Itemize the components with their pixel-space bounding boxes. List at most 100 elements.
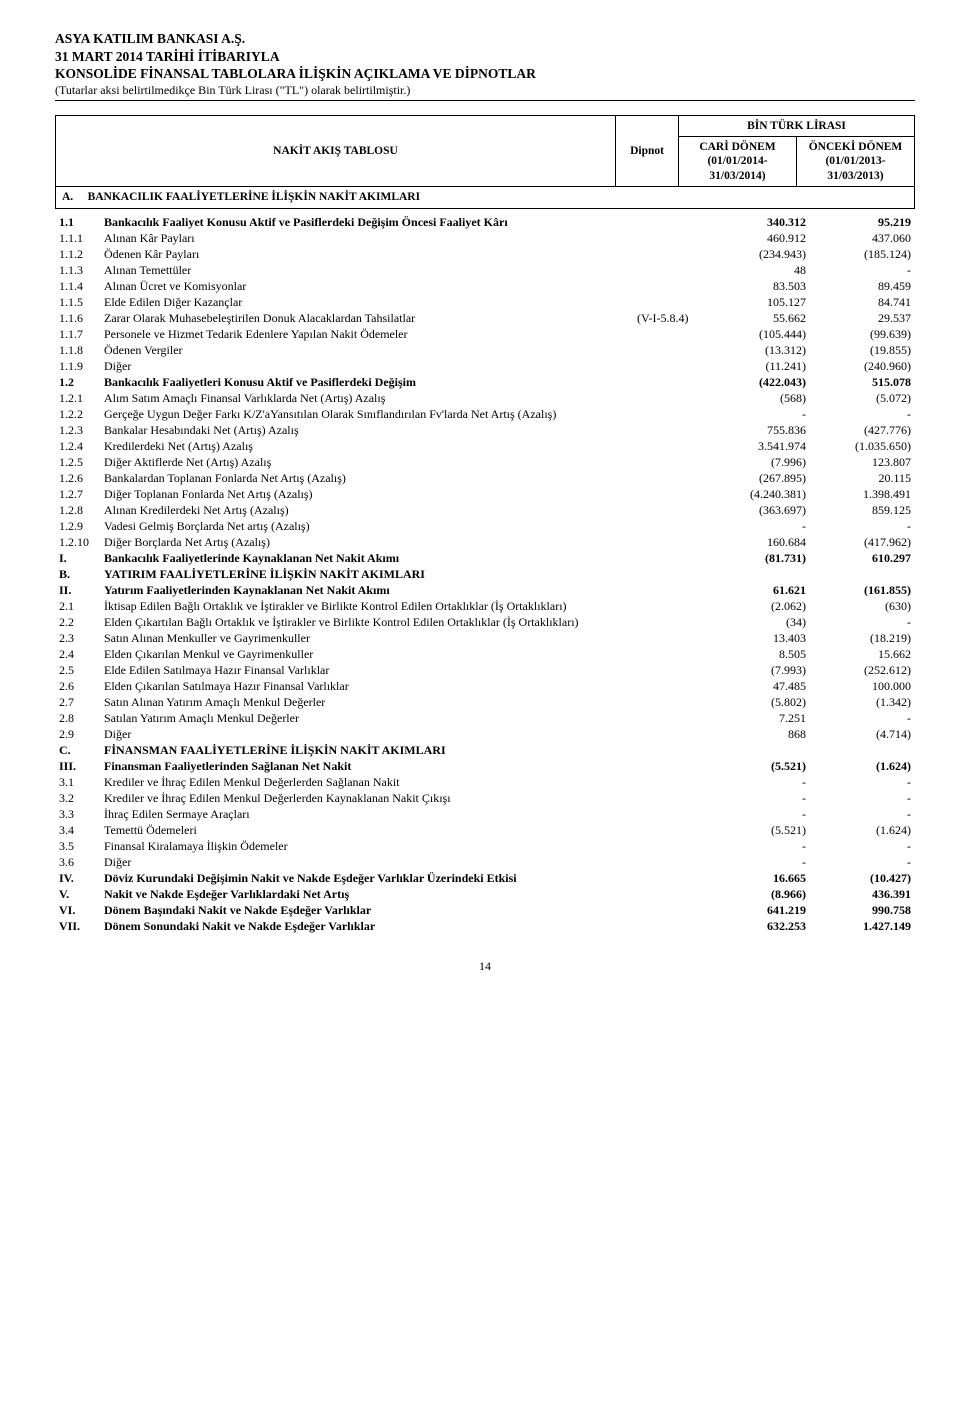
row-previous: (630) bbox=[810, 599, 915, 615]
row-desc: Elden Çıkarılan Menkul ve Gayrimenkuller bbox=[100, 647, 633, 663]
table-row: 1.2.7Diğer Toplanan Fonlarda Net Artış (… bbox=[55, 487, 915, 503]
row-previous: - bbox=[810, 407, 915, 423]
row-desc: Dönem Sonundaki Nakit ve Nakde Eşdeğer V… bbox=[100, 919, 633, 935]
row-current: 755.836 bbox=[705, 423, 810, 439]
table-row: 1.2.1Alım Satım Amaçlı Finansal Varlıkla… bbox=[55, 391, 915, 407]
row-code: 1.1.3 bbox=[55, 263, 100, 279]
table-row: V.Nakit ve Nakde Eşdeğer Varlıklardaki N… bbox=[55, 887, 915, 903]
row-dipnot bbox=[633, 439, 705, 455]
table-row: 1.1.8Ödenen Vergiler(13.312)(19.855) bbox=[55, 343, 915, 359]
current-period-header: CARİ DÖNEM (01/01/2014-31/03/2014) bbox=[699, 141, 775, 182]
table-row: 1.2Bankacılık Faaliyetleri Konusu Aktif … bbox=[55, 375, 915, 391]
row-code: 2.6 bbox=[55, 679, 100, 695]
row-desc: Krediler ve İhraç Edilen Menkul Değerler… bbox=[100, 791, 633, 807]
table-row: 1.1.4Alınan Ücret ve Komisyonlar83.50389… bbox=[55, 279, 915, 295]
row-dipnot bbox=[633, 375, 705, 391]
row-desc: Diğer bbox=[100, 359, 633, 375]
row-current bbox=[705, 567, 810, 583]
row-current: - bbox=[705, 519, 810, 535]
row-code: 2.4 bbox=[55, 647, 100, 663]
row-previous: (4.714) bbox=[810, 727, 915, 743]
row-dipnot bbox=[633, 919, 705, 935]
row-previous: (417.962) bbox=[810, 535, 915, 551]
row-current: 55.662 bbox=[705, 311, 810, 327]
row-code: 3.2 bbox=[55, 791, 100, 807]
row-code: B. bbox=[55, 567, 100, 583]
table-row: B.YATIRIM FAALİYETLERİNE İLİŞKİN NAKİT A… bbox=[55, 567, 915, 583]
table-row: 2.7Satın Alınan Yatırım Amaçlı Menkul De… bbox=[55, 695, 915, 711]
row-desc: Bankacılık Faaliyet Konusu Aktif ve Pasi… bbox=[100, 215, 633, 231]
row-previous: (19.855) bbox=[810, 343, 915, 359]
table-row: 1.1.2Ödenen Kâr Payları(234.943)(185.124… bbox=[55, 247, 915, 263]
row-current: (234.943) bbox=[705, 247, 810, 263]
row-current: - bbox=[705, 407, 810, 423]
row-previous: 515.078 bbox=[810, 375, 915, 391]
row-current: - bbox=[705, 855, 810, 871]
row-previous: 437.060 bbox=[810, 231, 915, 247]
table-row: 1.2.10Diğer Borçlarda Net Artış (Azalış)… bbox=[55, 535, 915, 551]
table-row: 1.1.3Alınan Temettüler48- bbox=[55, 263, 915, 279]
row-dipnot bbox=[633, 711, 705, 727]
table-row: 1.1Bankacılık Faaliyet Konusu Aktif ve P… bbox=[55, 215, 915, 231]
row-previous: (427.776) bbox=[810, 423, 915, 439]
row-previous: 436.391 bbox=[810, 887, 915, 903]
row-desc: Diğer Borçlarda Net Artış (Azalış) bbox=[100, 535, 633, 551]
row-current bbox=[705, 743, 810, 759]
row-current: 16.665 bbox=[705, 871, 810, 887]
row-current: 8.505 bbox=[705, 647, 810, 663]
row-previous: 84.741 bbox=[810, 295, 915, 311]
row-current: - bbox=[705, 775, 810, 791]
row-code: 1.2.6 bbox=[55, 471, 100, 487]
row-desc: Bankacılık Faaliyetlerinde Kaynaklanan N… bbox=[100, 551, 633, 567]
table-row: 1.1.7Personele ve Hizmet Tedarik Edenler… bbox=[55, 327, 915, 343]
row-desc: Diğer bbox=[100, 727, 633, 743]
row-previous: 15.662 bbox=[810, 647, 915, 663]
row-dipnot bbox=[633, 807, 705, 823]
row-desc: Elden Çıkarılan Satılmaya Hazır Finansal… bbox=[100, 679, 633, 695]
date-line: 31 MART 2014 TARİHİ İTİBARIYLA bbox=[55, 48, 915, 66]
row-desc: Bankalardan Toplanan Fonlarda Net Artış … bbox=[100, 471, 633, 487]
row-previous bbox=[810, 567, 915, 583]
row-current: - bbox=[705, 807, 810, 823]
row-current: (5.802) bbox=[705, 695, 810, 711]
row-current: (81.731) bbox=[705, 551, 810, 567]
row-current: - bbox=[705, 791, 810, 807]
row-code: IV. bbox=[55, 871, 100, 887]
row-desc: Yatırım Faaliyetlerinden Kaynaklanan Net… bbox=[100, 583, 633, 599]
row-current: (568) bbox=[705, 391, 810, 407]
table-row: IV.Döviz Kurundaki Değişimin Nakit ve Na… bbox=[55, 871, 915, 887]
row-current: 460.912 bbox=[705, 231, 810, 247]
row-current: (2.062) bbox=[705, 599, 810, 615]
row-dipnot bbox=[633, 775, 705, 791]
row-previous: - bbox=[810, 791, 915, 807]
table-row: 2.4Elden Çıkarılan Menkul ve Gayrimenkul… bbox=[55, 647, 915, 663]
row-desc: Satılan Yatırım Amaçlı Menkul Değerler bbox=[100, 711, 633, 727]
row-code: 1.1.9 bbox=[55, 359, 100, 375]
row-previous: - bbox=[810, 839, 915, 855]
table-row: 2.5Elde Edilen Satılmaya Hazır Finansal … bbox=[55, 663, 915, 679]
row-previous: - bbox=[810, 519, 915, 535]
row-current: - bbox=[705, 839, 810, 855]
row-previous: - bbox=[810, 263, 915, 279]
row-previous: - bbox=[810, 615, 915, 631]
table-row: I.Bankacılık Faaliyetlerinde Kaynaklanan… bbox=[55, 551, 915, 567]
row-desc: YATIRIM FAALİYETLERİNE İLİŞKİN NAKİT AKI… bbox=[100, 567, 633, 583]
row-code: 3.3 bbox=[55, 807, 100, 823]
row-current: (105.444) bbox=[705, 327, 810, 343]
row-desc: Alınan Temettüler bbox=[100, 263, 633, 279]
row-dipnot bbox=[633, 823, 705, 839]
section-a-desc: BANKACILIK FAALİYETLERİNE İLİŞKİN NAKİT … bbox=[88, 191, 421, 203]
row-previous: 100.000 bbox=[810, 679, 915, 695]
row-dipnot bbox=[633, 615, 705, 631]
row-previous bbox=[810, 743, 915, 759]
row-code: 1.2.4 bbox=[55, 439, 100, 455]
row-desc: Bankacılık Faaliyetleri Konusu Aktif ve … bbox=[100, 375, 633, 391]
table-row: 1.2.4Kredilerdeki Net (Artış) Azalış3.54… bbox=[55, 439, 915, 455]
row-code: III. bbox=[55, 759, 100, 775]
row-dipnot bbox=[633, 471, 705, 487]
report-subtitle: (Tutarlar aksi belirtilmedikçe Bin Türk … bbox=[55, 83, 915, 101]
row-code: VI. bbox=[55, 903, 100, 919]
row-current: (363.697) bbox=[705, 503, 810, 519]
section-a-code: A. bbox=[62, 191, 73, 203]
row-dipnot: (V-I-5.8.4) bbox=[633, 311, 705, 327]
